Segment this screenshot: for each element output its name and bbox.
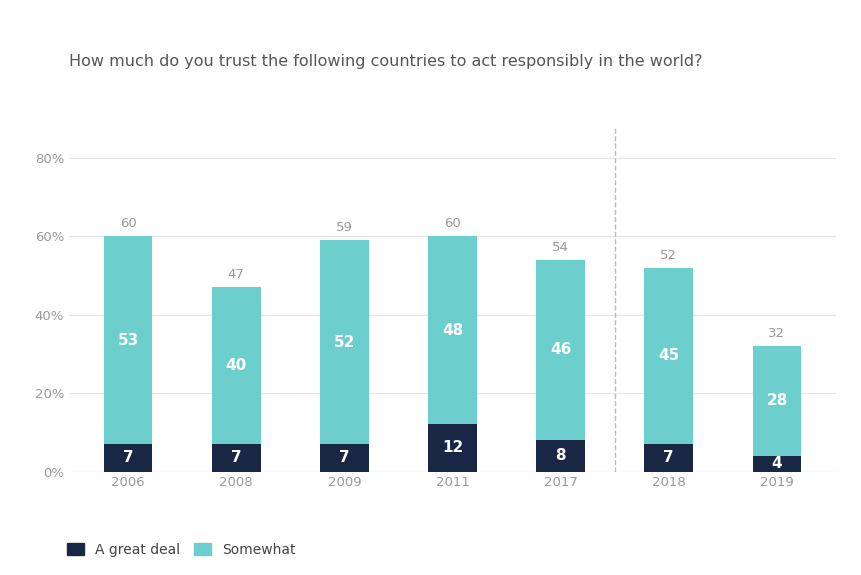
Text: 40: 40	[226, 358, 246, 373]
Text: 59: 59	[336, 221, 352, 235]
Text: 7: 7	[663, 450, 673, 465]
Text: 7: 7	[231, 450, 241, 465]
Text: 4: 4	[771, 456, 781, 471]
Text: 8: 8	[554, 448, 566, 463]
Text: 45: 45	[658, 348, 678, 363]
Text: 48: 48	[442, 323, 462, 338]
Text: 7: 7	[123, 450, 133, 465]
Text: 60: 60	[120, 217, 136, 231]
Text: 53: 53	[117, 333, 139, 348]
Text: 12: 12	[442, 440, 462, 455]
Bar	[212, 444, 260, 472]
Text: 28: 28	[765, 393, 787, 408]
Bar	[103, 444, 152, 472]
Bar	[644, 267, 692, 444]
Bar	[428, 236, 476, 424]
Bar	[319, 444, 369, 472]
Text: 47: 47	[227, 269, 245, 281]
Bar	[103, 236, 152, 444]
Text: 7: 7	[338, 450, 350, 465]
Legend: A great deal, Somewhat: A great deal, Somewhat	[67, 543, 295, 557]
Text: 52: 52	[333, 335, 355, 350]
Bar	[212, 288, 260, 444]
Bar	[644, 444, 692, 472]
Bar	[536, 440, 585, 471]
Text: 32: 32	[767, 327, 784, 340]
Text: 54: 54	[552, 241, 568, 254]
Bar	[752, 346, 801, 456]
Text: 46: 46	[549, 343, 571, 358]
Text: How much do you trust the following countries to act responsibly in the world?: How much do you trust the following coun…	[69, 54, 702, 69]
Bar	[536, 260, 585, 440]
Text: 52: 52	[660, 249, 677, 262]
Bar	[428, 424, 476, 471]
Text: 60: 60	[443, 217, 461, 231]
Bar	[752, 456, 801, 472]
Bar	[319, 240, 369, 444]
